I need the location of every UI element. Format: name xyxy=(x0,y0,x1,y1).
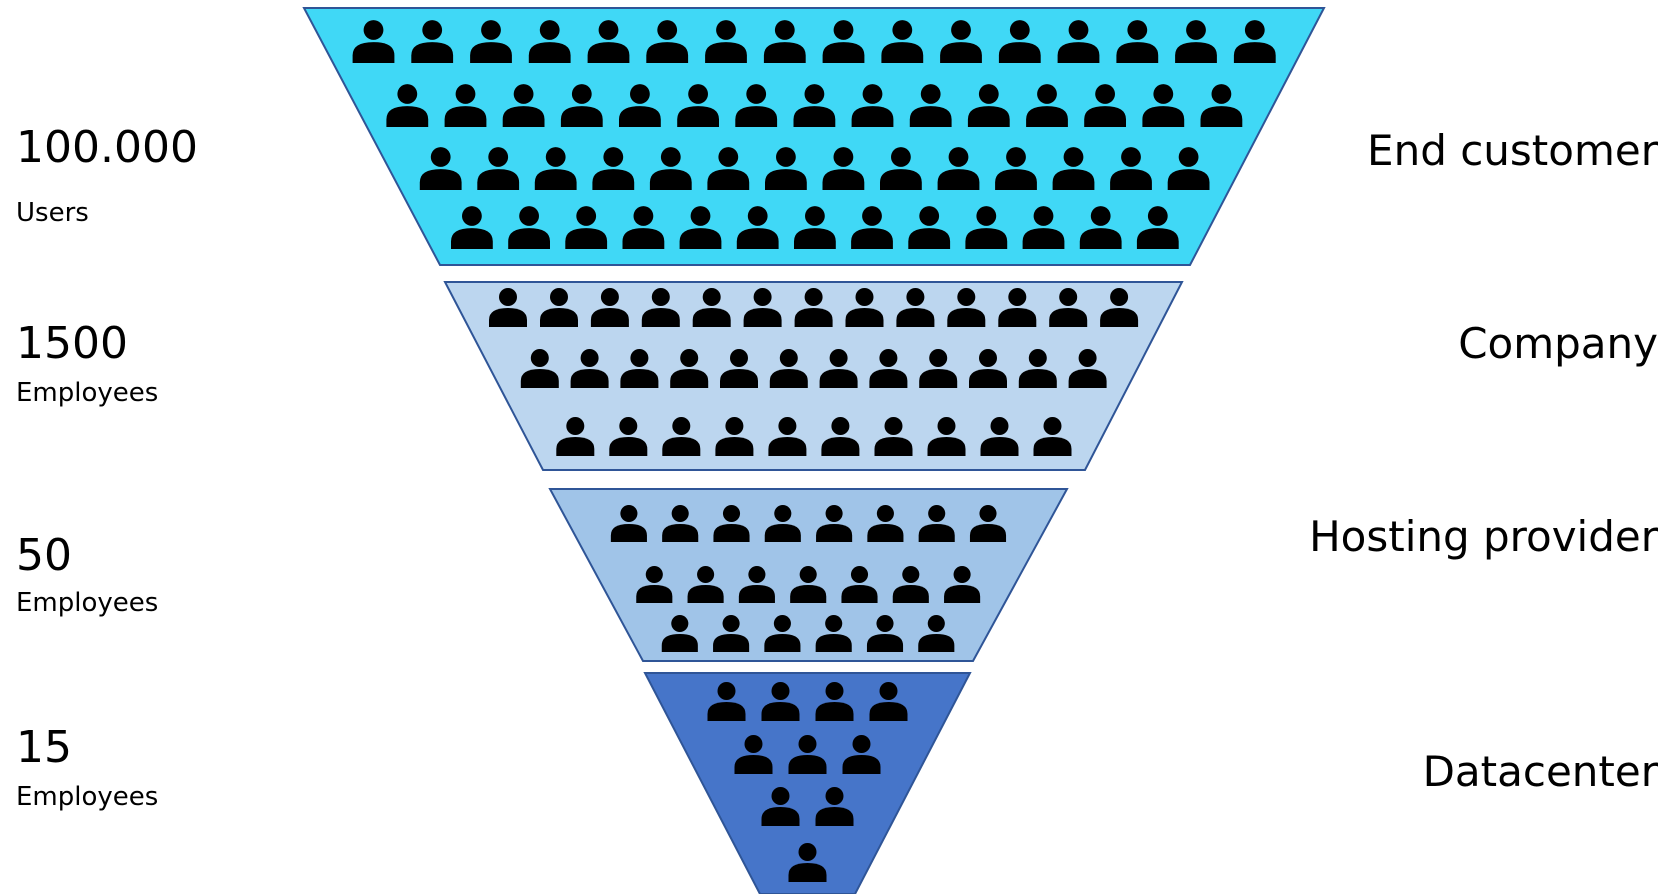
tier-name-company: Company xyxy=(1458,320,1658,368)
tier-count-hosting-provider: 50 xyxy=(16,532,72,580)
tier-name-hosting-provider: Hosting provider xyxy=(1309,513,1658,561)
tier-end-customer xyxy=(304,8,1324,265)
tier-hosting-provider xyxy=(550,489,1067,661)
tier-company xyxy=(445,282,1182,470)
tier-shape-end-customer xyxy=(304,8,1324,265)
tier-name-end-customer: End customer xyxy=(1367,127,1658,175)
tier-unit-hosting-provider: Employees xyxy=(16,588,158,618)
tier-count-datacenter: 15 xyxy=(16,724,72,772)
tier-unit-end-customer: Users xyxy=(16,198,89,228)
tier-unit-datacenter: Employees xyxy=(16,782,158,812)
tier-unit-company: Employees xyxy=(16,378,158,408)
tier-count-company: 1500 xyxy=(16,320,128,368)
tier-name-datacenter: Datacenter xyxy=(1423,748,1658,796)
tier-count-end-customer: 100.000 xyxy=(16,124,198,172)
tier-datacenter xyxy=(645,673,970,894)
